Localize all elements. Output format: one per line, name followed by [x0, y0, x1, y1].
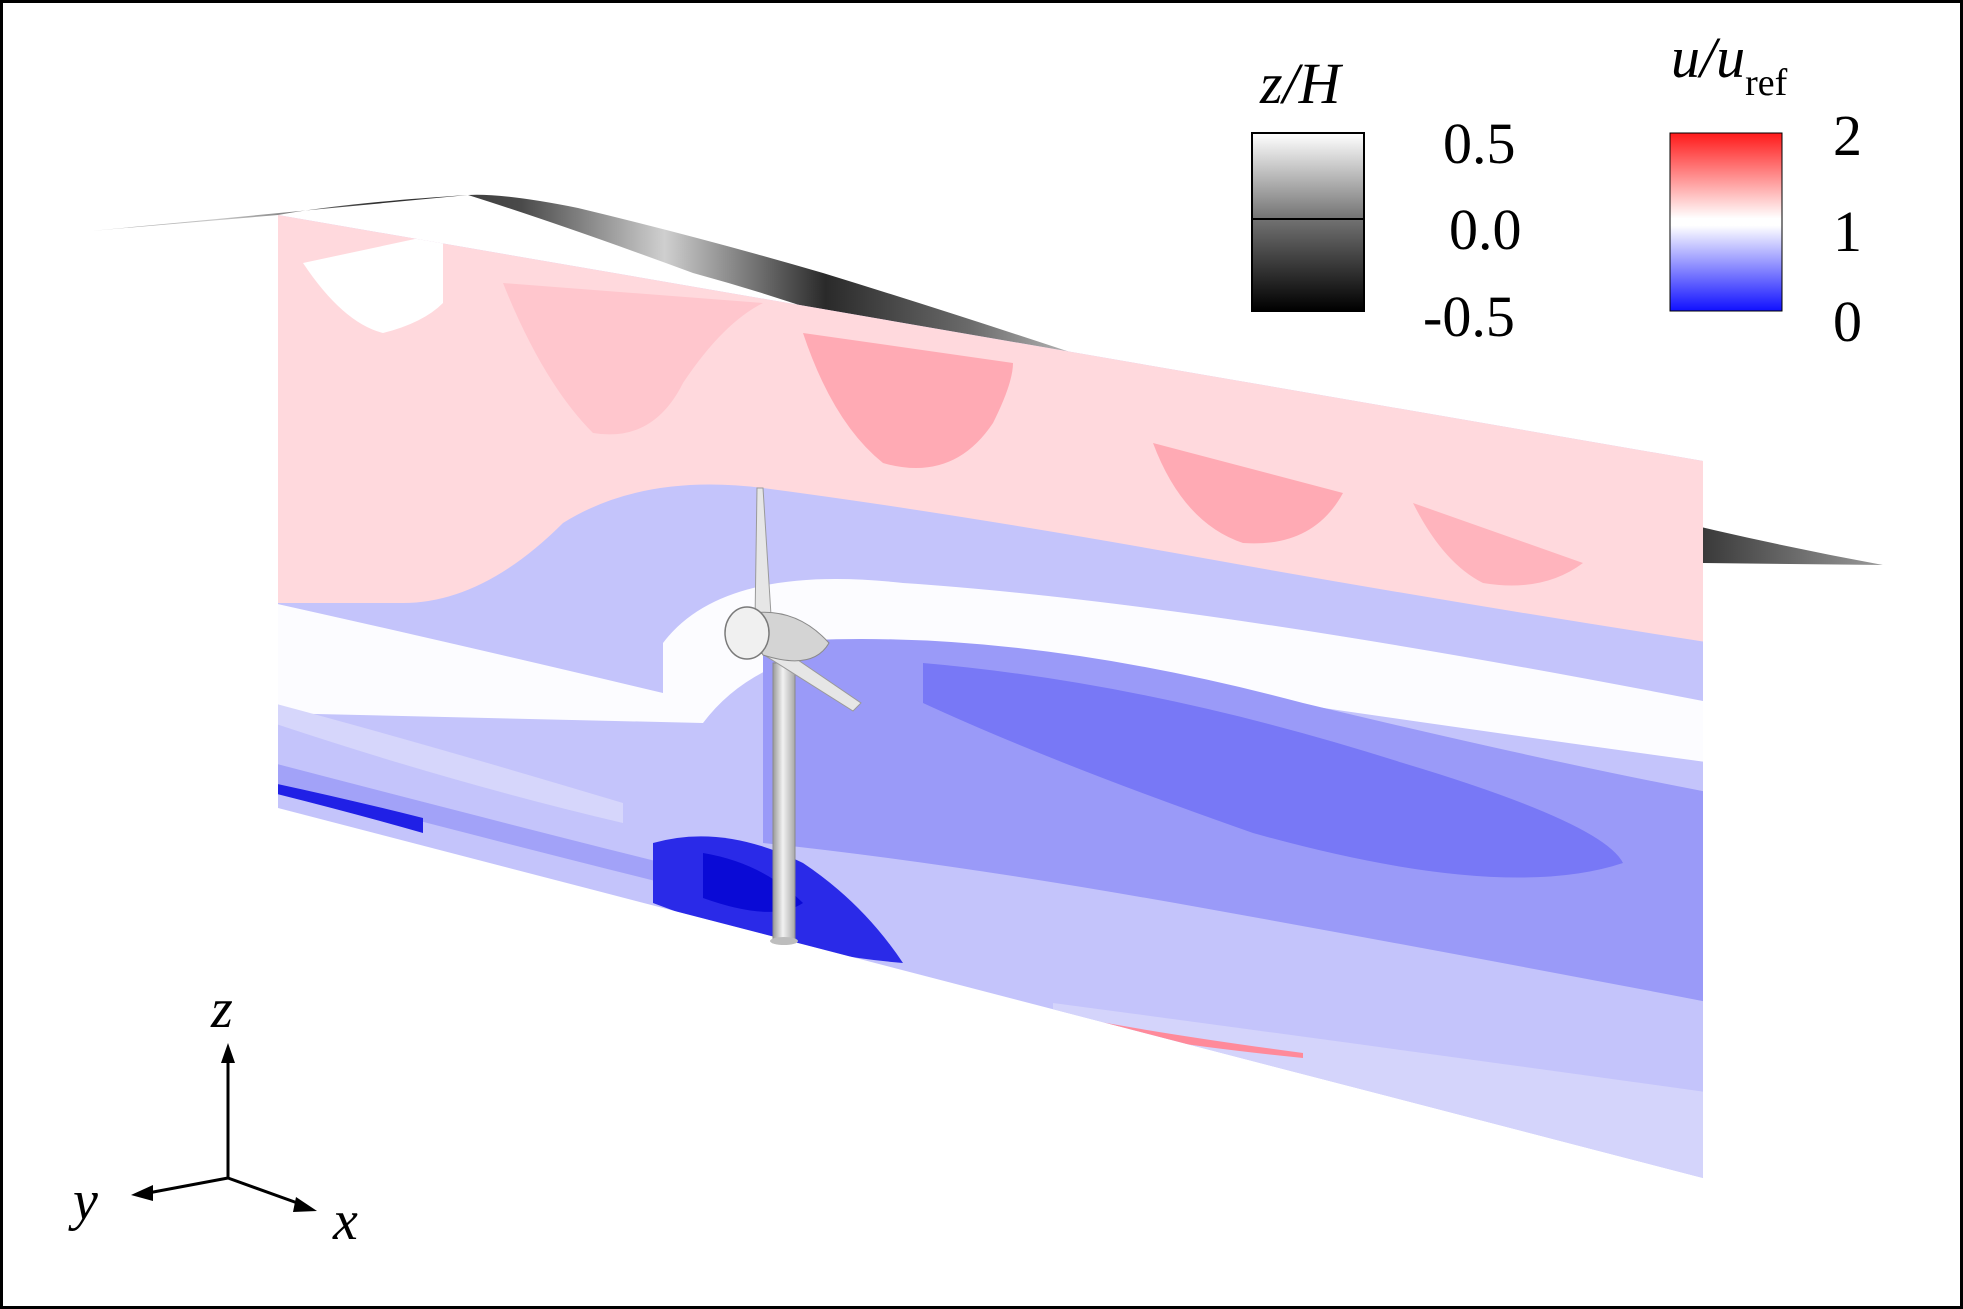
- elevation-tick-mid: 0.0: [1449, 197, 1522, 262]
- turbine-hub: [724, 606, 770, 660]
- velocity-plane: [278, 215, 1703, 1178]
- velocity-tick-mid: 1: [1833, 199, 1862, 264]
- axes-triad: [131, 1043, 317, 1212]
- velocity-tick-high: 2: [1833, 103, 1862, 168]
- velocity-tick-low: 0: [1833, 289, 1862, 354]
- elevation-tick-low: -0.5: [1423, 284, 1515, 349]
- elevation-tick-high: 0.5: [1443, 111, 1516, 176]
- z-axis-label: z: [211, 978, 233, 1040]
- y-axis-label: y: [73, 1170, 98, 1232]
- flow-visualization: [91, 132, 1883, 1212]
- x-axis-label: x: [333, 1190, 358, 1252]
- elevation-colorbar: [1251, 132, 1365, 312]
- wind-turbine: [724, 487, 862, 945]
- turbine-tower: [772, 662, 796, 944]
- elevation-legend-title: z/H: [1260, 51, 1341, 116]
- velocity-legend-title: u/uref: [1671, 25, 1788, 104]
- turbine-base: [770, 937, 798, 945]
- velocity-colorbar: [1669, 132, 1783, 312]
